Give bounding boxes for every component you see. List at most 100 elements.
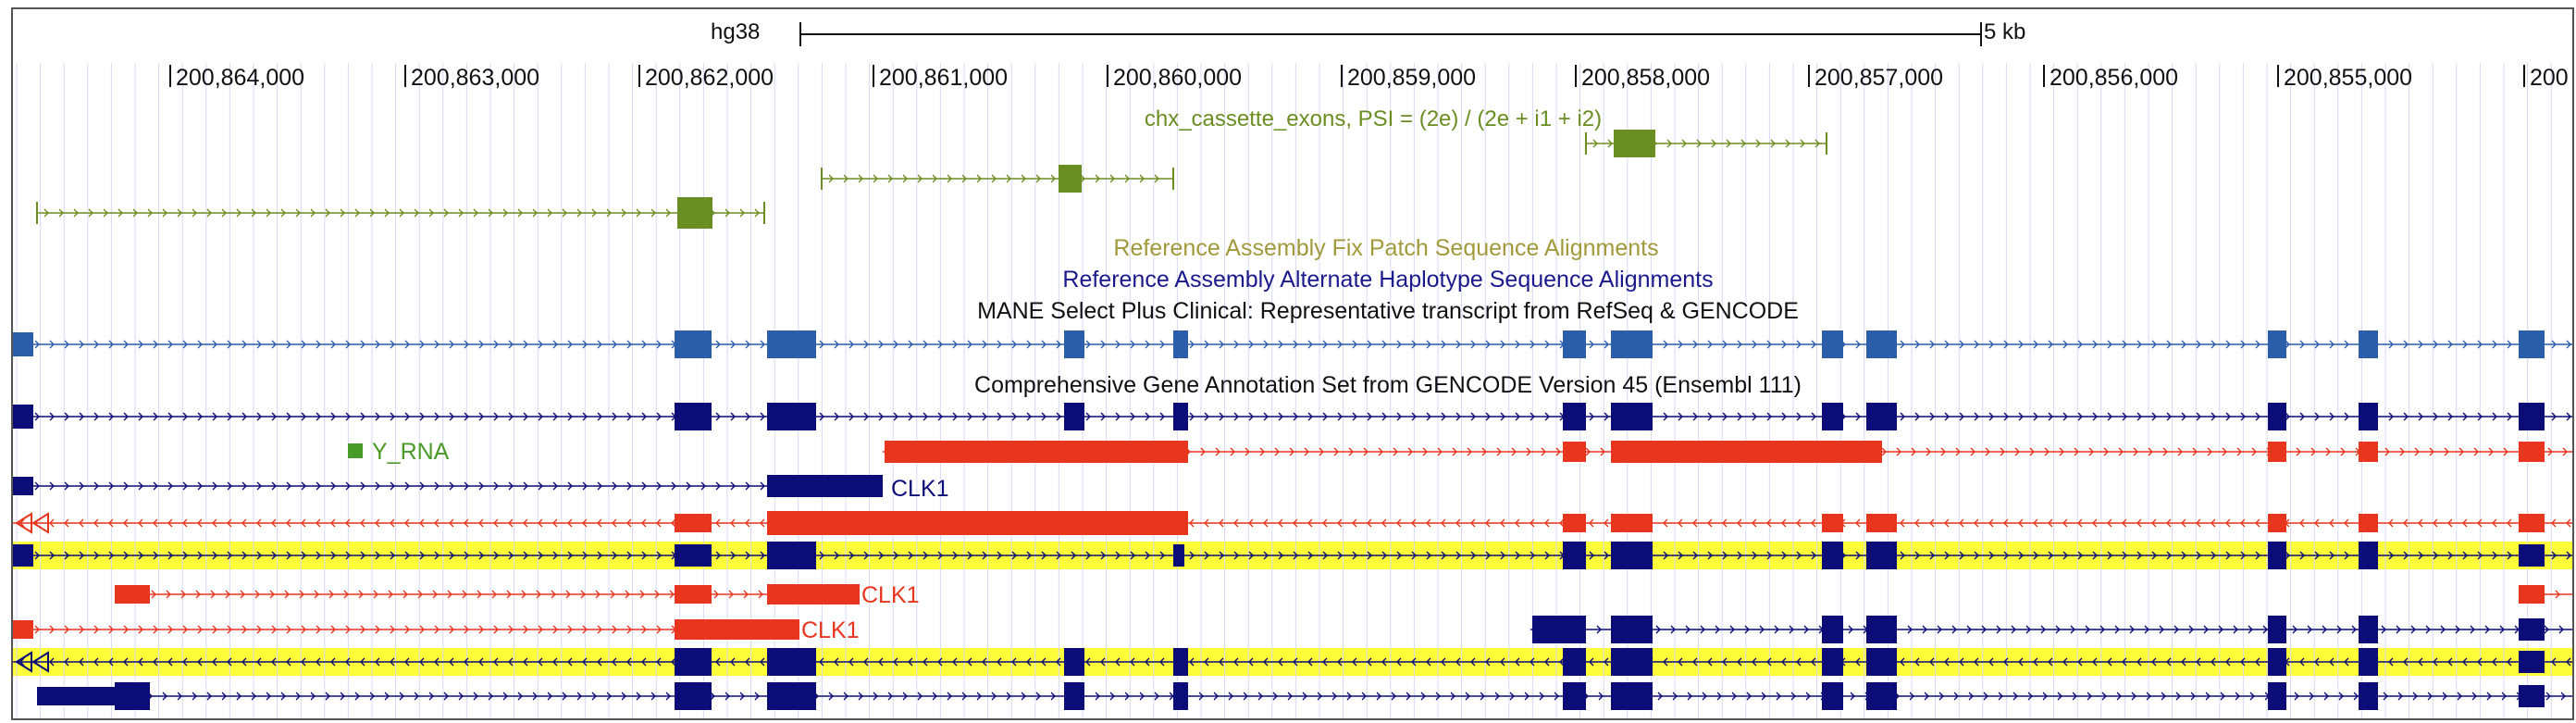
exon-block[interactable] xyxy=(2268,514,2286,532)
exon-block[interactable] xyxy=(1064,682,1084,710)
exon-block[interactable] xyxy=(1563,403,1586,430)
gencode-transcript[interactable] xyxy=(13,542,2572,569)
exon-block[interactable] xyxy=(1866,648,1897,676)
exon-block[interactable] xyxy=(675,648,712,676)
exon-block[interactable] xyxy=(1532,616,1586,643)
tracks-canvas[interactable]: hg38 5 kb 200,864,000 200,863,000 200,862,… xyxy=(13,9,2572,718)
exon-block[interactable] xyxy=(1064,648,1084,676)
exon-block[interactable] xyxy=(2268,330,2286,358)
alt-haplotype-track-label[interactable]: Reference Assembly Alternate Haplotype S… xyxy=(1062,267,1713,293)
exon-block[interactable] xyxy=(1611,330,1653,358)
exon-block[interactable] xyxy=(1866,514,1897,532)
exon-block[interactable] xyxy=(1866,542,1897,569)
exon-block[interactable] xyxy=(1611,403,1653,430)
exon-block[interactable] xyxy=(2519,585,2545,604)
exon-block[interactable] xyxy=(1866,330,1897,358)
exon-block[interactable] xyxy=(2359,648,2378,676)
exon-block[interactable] xyxy=(2268,682,2286,710)
gencode-transcript[interactable] xyxy=(13,511,2572,535)
exon-block[interactable] xyxy=(2359,542,2378,569)
exon-block[interactable] xyxy=(1866,403,1897,430)
exon-block[interactable] xyxy=(2359,330,2378,358)
gencode-track-label[interactable]: Comprehensive Gene Annotation Set from G… xyxy=(974,372,1802,398)
exon-block[interactable] xyxy=(675,682,712,710)
exon-block[interactable] xyxy=(1866,682,1897,710)
exon-block[interactable] xyxy=(1822,648,1843,676)
exon-block[interactable] xyxy=(2268,442,2286,462)
exon-block[interactable] xyxy=(2519,618,2545,641)
exon-block[interactable] xyxy=(1563,542,1586,569)
exon-block[interactable] xyxy=(1822,330,1843,358)
exon-block[interactable] xyxy=(1611,441,1882,463)
exon-block[interactable] xyxy=(2519,330,2545,358)
exon-block[interactable] xyxy=(1563,648,1586,676)
exon-block[interactable] xyxy=(2268,616,2286,643)
exon-block[interactable] xyxy=(1059,165,1082,193)
chx-cassette-exons-track-label[interactable]: chx_cassette_exons, PSI = (2e) / (2e + i… xyxy=(1145,106,1602,131)
exon-block[interactable] xyxy=(2359,442,2378,462)
exon-block[interactable] xyxy=(1822,514,1843,532)
chx-cassette-exon-feature[interactable] xyxy=(1585,130,1827,157)
exon-block[interactable] xyxy=(13,405,33,429)
exon-block[interactable] xyxy=(1611,514,1653,532)
exon-block[interactable] xyxy=(885,441,1188,463)
exon-block[interactable] xyxy=(2519,544,2545,567)
gencode-transcript[interactable] xyxy=(2519,585,2572,604)
gencode-transcript[interactable] xyxy=(13,619,799,640)
chx-cassette-exon-feature[interactable] xyxy=(821,165,1174,193)
gencode-transcript[interactable] xyxy=(1530,616,2572,643)
exon-block[interactable] xyxy=(1866,616,1897,643)
exon-block[interactable] xyxy=(13,332,33,356)
exon-block[interactable] xyxy=(767,511,1188,535)
exon-block[interactable] xyxy=(2519,403,2545,430)
gencode-transcript[interactable] xyxy=(37,682,2572,710)
exon-block[interactable] xyxy=(1563,682,1586,710)
exon-block[interactable] xyxy=(1611,616,1653,643)
gene-label-clk1[interactable]: CLK1 xyxy=(861,582,920,608)
exon-block[interactable] xyxy=(675,330,712,358)
exon-block[interactable] xyxy=(1563,442,1586,462)
exon-block[interactable] xyxy=(1173,648,1188,676)
exon-block[interactable] xyxy=(1822,403,1843,430)
mane-select-transcript[interactable] xyxy=(13,330,2572,358)
exon-block[interactable] xyxy=(675,619,799,640)
exon-block[interactable] xyxy=(1173,682,1188,710)
exon-block[interactable] xyxy=(1173,403,1188,430)
exon-block[interactable] xyxy=(115,585,150,604)
gene-label-clk1[interactable]: CLK1 xyxy=(891,476,949,502)
exon-block[interactable] xyxy=(1822,682,1843,710)
exon-block[interactable] xyxy=(115,682,150,710)
exon-block[interactable] xyxy=(1563,330,1586,358)
exon-block[interactable] xyxy=(767,682,816,710)
gene-label-clk1[interactable]: CLK1 xyxy=(801,617,860,643)
exon-block[interactable] xyxy=(2268,648,2286,676)
exon-block[interactable] xyxy=(1173,544,1184,567)
exon-block[interactable] xyxy=(13,620,33,639)
exon-block[interactable] xyxy=(1064,330,1084,358)
fix-patch-track-label[interactable]: Reference Assembly Fix Patch Sequence Al… xyxy=(1113,235,1658,261)
exon-block[interactable] xyxy=(767,403,816,430)
exon-block[interactable] xyxy=(675,403,712,430)
exon-block[interactable] xyxy=(2519,685,2545,707)
exon-block[interactable] xyxy=(767,584,860,605)
exon-block[interactable] xyxy=(37,687,115,705)
y-rna-label[interactable]: Y_RNA xyxy=(372,439,450,465)
exon-block[interactable] xyxy=(1614,130,1655,157)
exon-block[interactable] xyxy=(2268,542,2286,569)
exon-block[interactable] xyxy=(1611,542,1653,569)
gencode-transcript[interactable] xyxy=(115,584,860,605)
exon-block[interactable] xyxy=(2359,403,2378,430)
exon-block[interactable] xyxy=(2359,616,2378,643)
exon-block[interactable] xyxy=(1611,648,1653,676)
gencode-transcript[interactable] xyxy=(13,475,883,497)
exon-block[interactable] xyxy=(675,585,712,604)
exon-block[interactable] xyxy=(677,197,712,229)
gencode-transcript[interactable] xyxy=(13,403,2572,430)
gencode-transcript[interactable] xyxy=(13,648,2572,676)
mane-track-label[interactable]: MANE Select Plus Clinical: Representativ… xyxy=(977,298,1799,324)
chx-cassette-exon-feature[interactable] xyxy=(36,197,765,229)
exon-block[interactable] xyxy=(767,475,883,497)
exon-block[interactable] xyxy=(767,542,816,569)
gencode-transcript[interactable] xyxy=(883,441,2572,463)
exon-block[interactable] xyxy=(1173,330,1188,358)
